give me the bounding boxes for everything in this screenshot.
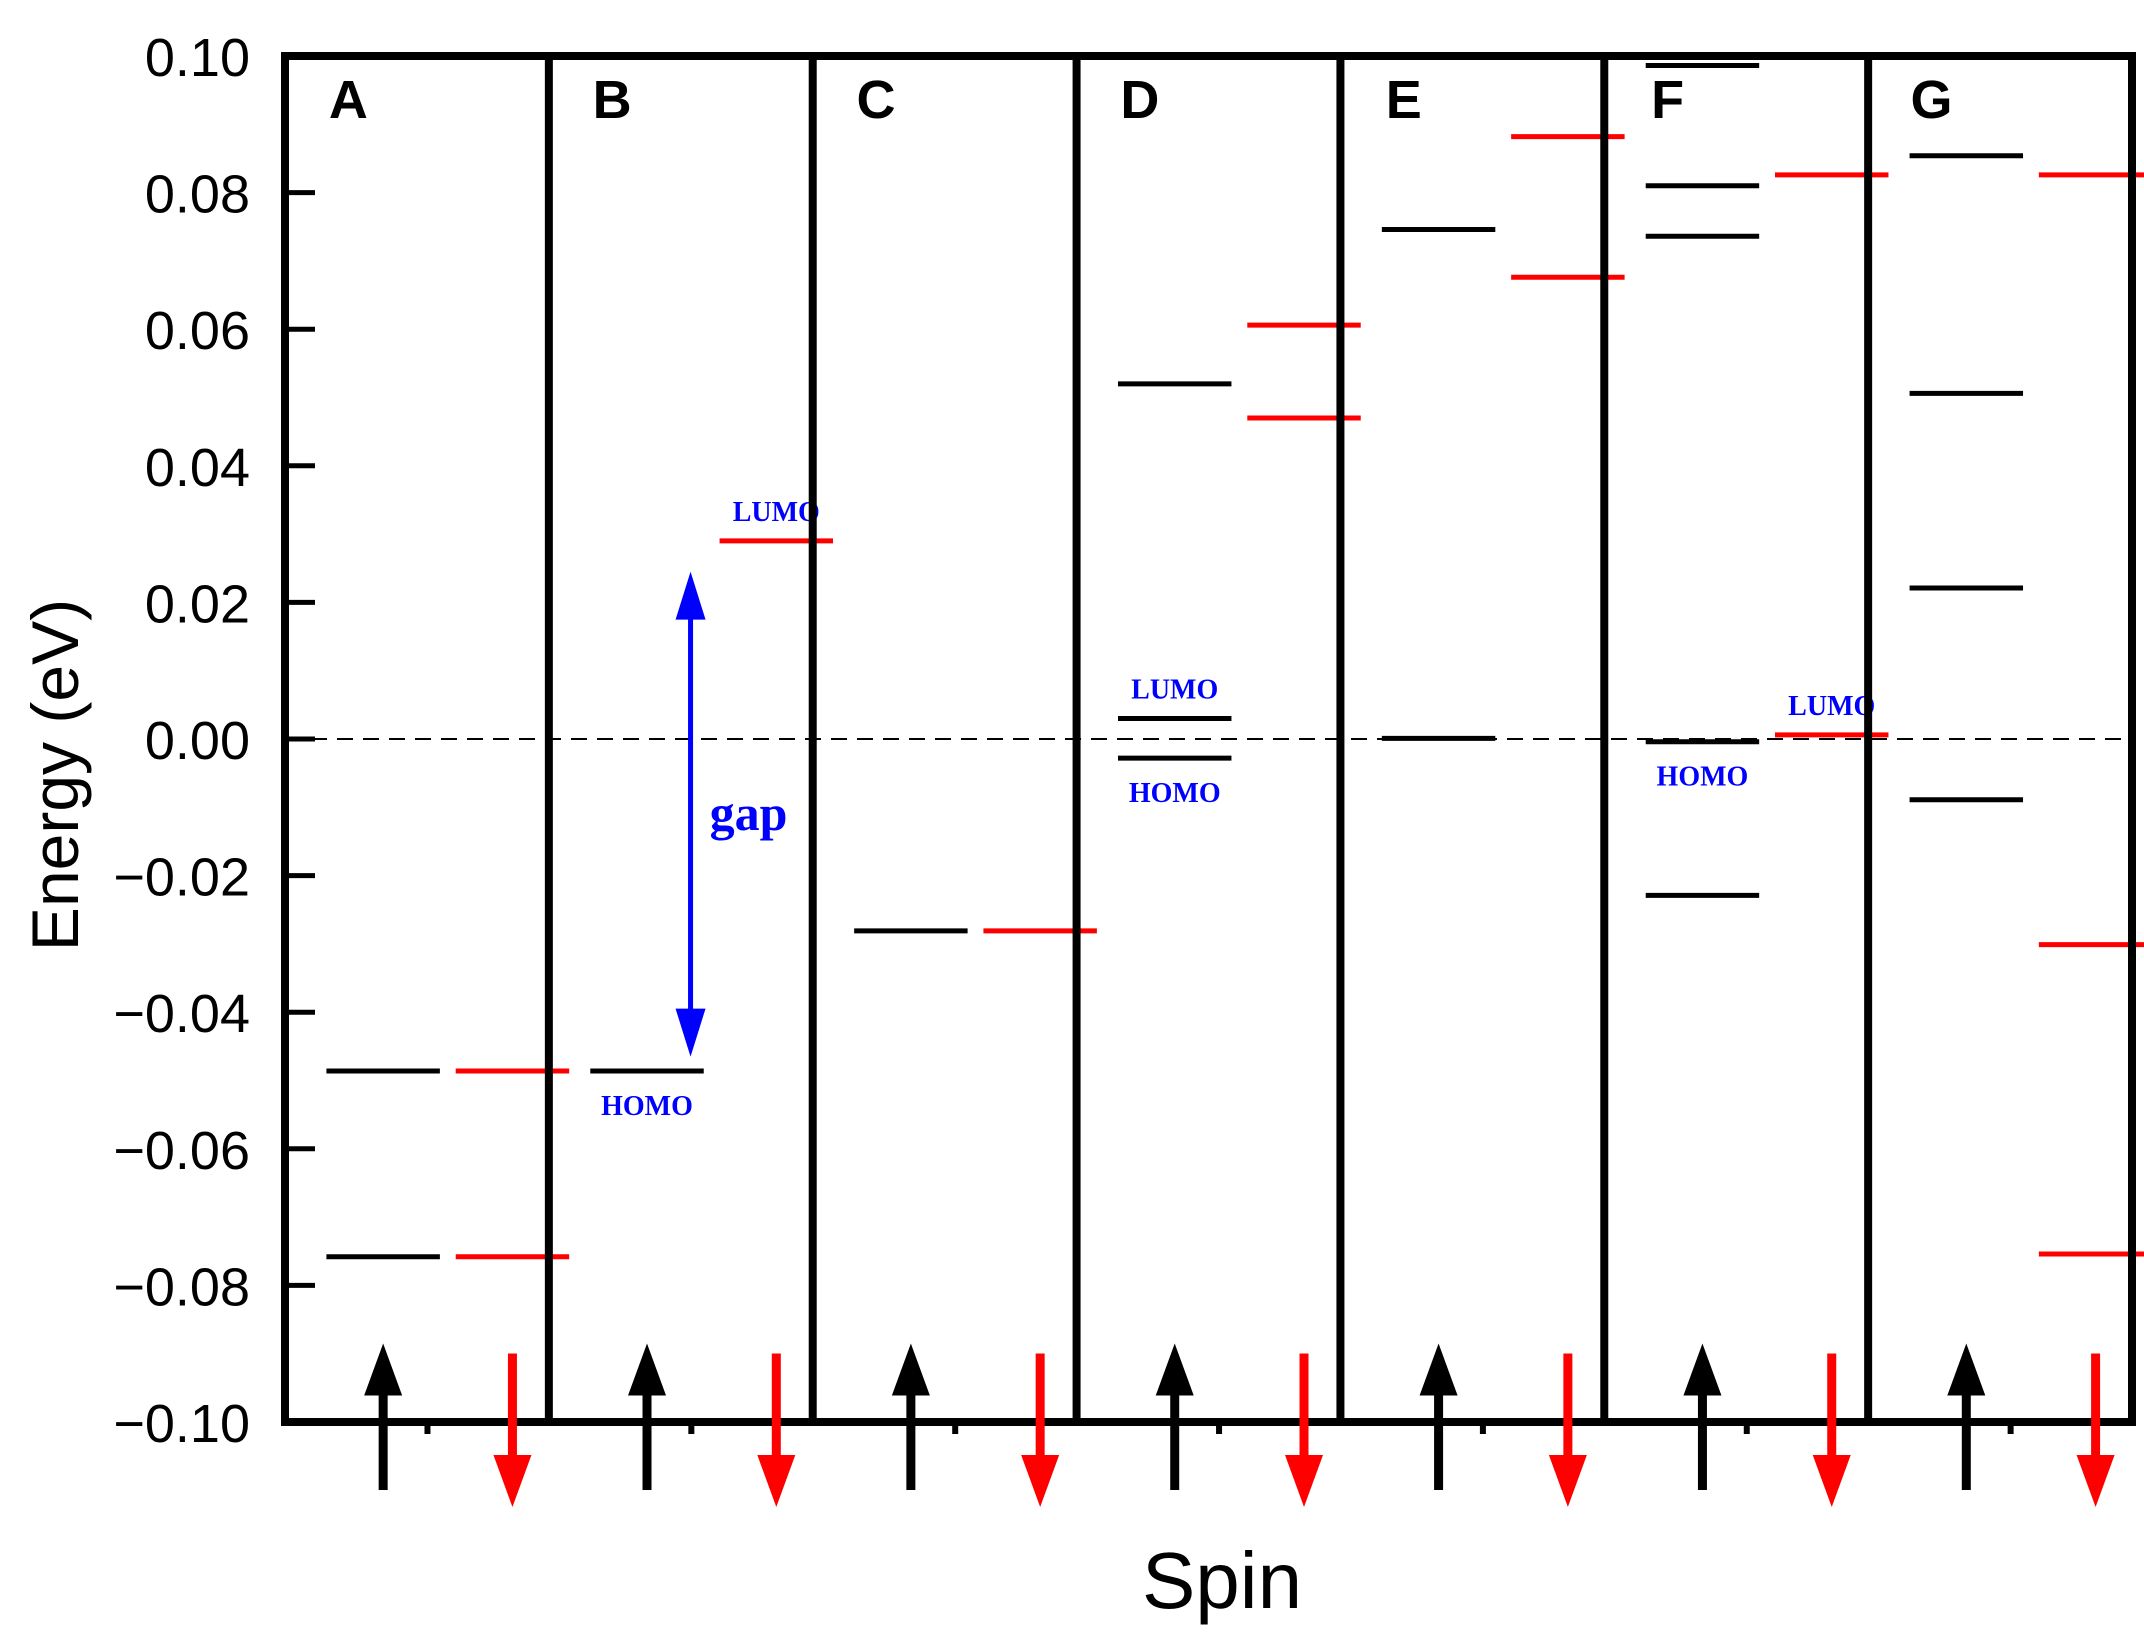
y-tick-label: −0.04	[113, 984, 250, 1044]
panel-label-a: A	[329, 70, 368, 130]
y-axis-title: Energy (eV)	[18, 599, 92, 951]
homo-label: HOMO	[601, 1091, 693, 1122]
spin-down-arrow-head	[1548, 1455, 1587, 1507]
lumo-label: LUMO	[1788, 691, 1875, 722]
y-tick-label: −0.10	[113, 1394, 250, 1454]
spin-down-arrow-head	[493, 1455, 532, 1507]
spin-down-arrow-head	[1285, 1455, 1324, 1507]
panel-label-e: E	[1386, 70, 1422, 130]
gap-arrow-head-up	[675, 571, 706, 620]
gap-arrow-head-down	[675, 1008, 706, 1057]
panel-label-d: D	[1120, 70, 1159, 130]
gap-label: gap	[710, 785, 788, 841]
y-tick-label: 0.04	[145, 438, 250, 498]
x-axis-title: Spin	[1142, 1536, 1302, 1625]
y-tick-label: 0.02	[145, 574, 250, 634]
y-tick-label: −0.08	[113, 1257, 250, 1317]
panel-label-g: G	[1910, 70, 1952, 130]
y-tick-label: 0.10	[145, 28, 250, 88]
spin-up-arrow-head	[364, 1343, 403, 1396]
spin-up-arrow-head	[891, 1343, 930, 1396]
spin-up-arrow-head	[1683, 1343, 1722, 1396]
spin-down-arrow-head	[2076, 1455, 2115, 1507]
spin-down-arrow-head	[757, 1455, 796, 1507]
spin-down-arrow-head	[1812, 1455, 1851, 1507]
y-tick-label: 0.00	[145, 711, 250, 771]
y-tick-label: −0.06	[113, 1121, 250, 1181]
panel-label-c: C	[857, 70, 896, 130]
spin-down-arrow-head	[1021, 1455, 1060, 1507]
spin-up-arrow-head	[1947, 1343, 1986, 1396]
y-tick-label: 0.08	[145, 165, 250, 225]
panel-label-f: F	[1651, 70, 1684, 130]
homo-label: HOMO	[1657, 762, 1749, 793]
spin-up-arrow-head	[1419, 1343, 1458, 1396]
panel-label-b: B	[593, 70, 632, 130]
spin-up-arrow-head	[1155, 1343, 1194, 1396]
y-tick-label: −0.02	[113, 848, 250, 908]
y-tick-label: 0.06	[145, 301, 250, 361]
lumo-label: LUMO	[1131, 675, 1218, 706]
homo-label: HOMO	[1129, 778, 1221, 809]
spin-up-arrow-head	[628, 1343, 667, 1396]
lumo-label: LUMO	[733, 497, 820, 528]
